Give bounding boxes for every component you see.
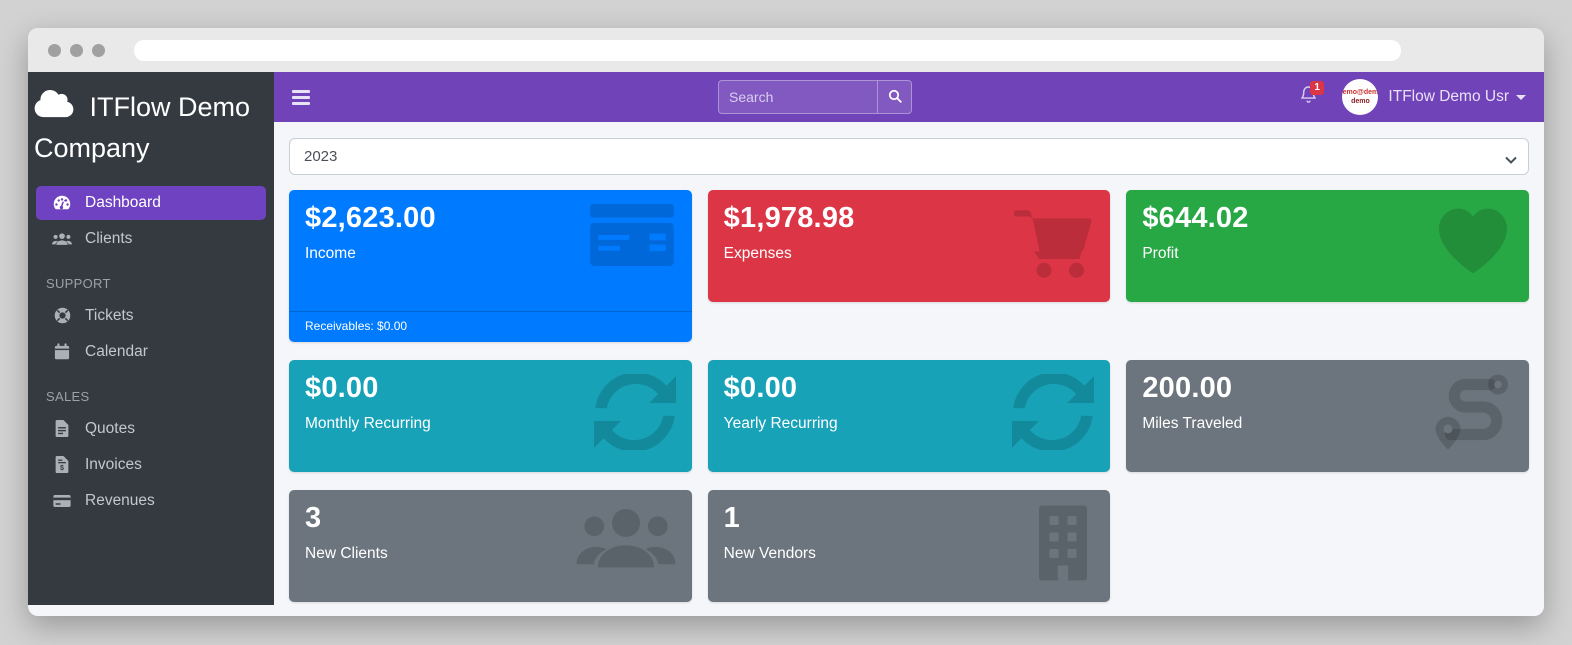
hamburger-menu-icon[interactable] bbox=[292, 89, 310, 105]
sidebar-nav: Dashboard Clients SUPPORT Tickets bbox=[28, 178, 274, 526]
building-icon bbox=[1032, 504, 1094, 587]
income-value: $2,623.00 bbox=[305, 202, 436, 234]
profit-card[interactable]: $644.02 Profit bbox=[1126, 190, 1529, 302]
income-card[interactable]: $2,623.00 Income Receivables: $0.00 bbox=[289, 190, 692, 342]
notification-badge: 1 bbox=[1310, 81, 1324, 95]
yearly-recurring-card[interactable]: $0.00 Yearly Recurring bbox=[707, 360, 1111, 472]
shopping-cart-icon bbox=[1013, 204, 1094, 289]
sidebar-item-label: Revenues bbox=[85, 491, 155, 509]
new-vendors-card[interactable]: 1 New Vendors bbox=[707, 490, 1111, 602]
credit-card-icon bbox=[588, 204, 676, 271]
sidebar-item-clients[interactable]: Clients bbox=[36, 222, 266, 256]
yearly-recurring-value: $0.00 bbox=[723, 372, 798, 404]
users-group-icon bbox=[576, 504, 676, 575]
dashboard-content: 2023 $2,623.00 Income Receivables: bbox=[274, 122, 1544, 616]
monthly-recurring-value: $0.00 bbox=[305, 372, 379, 404]
search-icon bbox=[887, 88, 903, 107]
income-footer: Receivables: $0.00 bbox=[289, 311, 692, 342]
top-navbar: 1 demo@demo demo ITFlow Demo Usr bbox=[274, 72, 1544, 122]
new-vendors-label: New Vendors bbox=[723, 545, 816, 562]
miles-traveled-card[interactable]: 200.00 Miles Traveled bbox=[1126, 360, 1529, 472]
expenses-card[interactable]: $1,978.98 Expenses bbox=[707, 190, 1111, 302]
miles-traveled-value: 200.00 bbox=[1142, 372, 1233, 404]
new-clients-label: New Clients bbox=[305, 545, 388, 562]
sidebar-item-invoices[interactable]: $ Invoices bbox=[36, 448, 266, 482]
sync-icon bbox=[593, 372, 676, 455]
window-control-dot[interactable] bbox=[70, 43, 83, 57]
url-bar[interactable] bbox=[134, 39, 1401, 61]
window-control-dot[interactable] bbox=[92, 43, 105, 57]
new-clients-card[interactable]: 3 New Clients bbox=[289, 490, 692, 602]
app-page: ITFlow Demo Company Dashboard Clients SU… bbox=[28, 72, 1544, 616]
users-icon bbox=[52, 232, 72, 246]
route-icon bbox=[1433, 374, 1513, 455]
search-button[interactable] bbox=[877, 81, 911, 113]
browser-chrome bbox=[28, 28, 1544, 72]
tachometer-icon bbox=[52, 195, 72, 210]
sidebar-item-label: Tickets bbox=[85, 306, 134, 324]
caret-down-icon bbox=[1516, 94, 1526, 100]
invoice-file-icon: $ bbox=[52, 456, 72, 474]
income-label: Income bbox=[305, 245, 356, 262]
sidebar-item-label: Clients bbox=[85, 229, 133, 247]
new-clients-value: 3 bbox=[305, 502, 322, 534]
window-controls bbox=[48, 43, 105, 57]
sidebar-item-label: Dashboard bbox=[85, 193, 161, 211]
miles-traveled-label: Miles Traveled bbox=[1142, 415, 1243, 432]
new-vendors-value: 1 bbox=[723, 502, 740, 534]
sidebar-item-dashboard[interactable]: Dashboard bbox=[36, 185, 266, 220]
sidebar-item-calendar[interactable]: Calendar bbox=[36, 335, 266, 369]
year-select-wrap: 2023 bbox=[289, 138, 1529, 175]
sidebar-item-quotes[interactable]: Quotes bbox=[36, 412, 266, 446]
svg-text:$: $ bbox=[60, 464, 64, 472]
profit-value: $644.02 bbox=[1142, 202, 1249, 234]
browser-window: ITFlow Demo Company Dashboard Clients SU… bbox=[28, 28, 1544, 616]
quote-file-icon bbox=[52, 420, 72, 438]
year-select[interactable]: 2023 bbox=[289, 138, 1529, 175]
expenses-value: $1,978.98 bbox=[723, 202, 855, 234]
monthly-recurring-card[interactable]: $0.00 Monthly Recurring bbox=[289, 360, 692, 472]
notifications-button[interactable]: 1 bbox=[1299, 81, 1324, 109]
expenses-label: Expenses bbox=[723, 245, 792, 262]
search-input[interactable] bbox=[719, 81, 877, 113]
window-control-dot[interactable] bbox=[48, 43, 61, 57]
life-ring-icon bbox=[52, 307, 72, 324]
heart-icon bbox=[1433, 204, 1513, 281]
bell-icon bbox=[1299, 85, 1318, 109]
sidebar-item-label: Calendar bbox=[85, 342, 148, 360]
main-area: 1 demo@demo demo ITFlow Demo Usr 2023 bbox=[274, 72, 1544, 616]
monthly-recurring-label: Monthly Recurring bbox=[305, 415, 431, 432]
credit-card-icon bbox=[52, 494, 72, 508]
sidebar-section-support: SUPPORT bbox=[46, 275, 111, 291]
avatar[interactable]: demo@demo demo bbox=[1342, 79, 1379, 115]
sync-icon bbox=[1012, 372, 1095, 455]
stat-card-grid: $2,623.00 Income Receivables: $0.00 $1,9… bbox=[289, 190, 1529, 602]
sidebar: ITFlow Demo Company Dashboard Clients SU… bbox=[28, 72, 274, 605]
user-name: ITFlow Demo Usr bbox=[1388, 88, 1509, 105]
yearly-recurring-label: Yearly Recurring bbox=[723, 415, 838, 432]
cloud-icon bbox=[34, 89, 82, 125]
sidebar-item-tickets[interactable]: Tickets bbox=[36, 299, 266, 333]
brand-link[interactable]: ITFlow Demo Company bbox=[28, 72, 274, 178]
sidebar-item-label: Quotes bbox=[85, 419, 135, 437]
navbar-right: 1 demo@demo demo ITFlow Demo Usr bbox=[1299, 79, 1544, 115]
search-form bbox=[718, 80, 912, 114]
calendar-icon bbox=[52, 343, 72, 360]
user-dropdown[interactable]: ITFlow Demo Usr bbox=[1388, 88, 1526, 106]
sidebar-item-label: Invoices bbox=[85, 455, 142, 473]
sidebar-item-revenues[interactable]: Revenues bbox=[36, 484, 266, 518]
sidebar-section-sales: SALES bbox=[46, 388, 90, 404]
brand-text: ITFlow Demo Company bbox=[34, 92, 251, 163]
profit-label: Profit bbox=[1142, 245, 1179, 262]
